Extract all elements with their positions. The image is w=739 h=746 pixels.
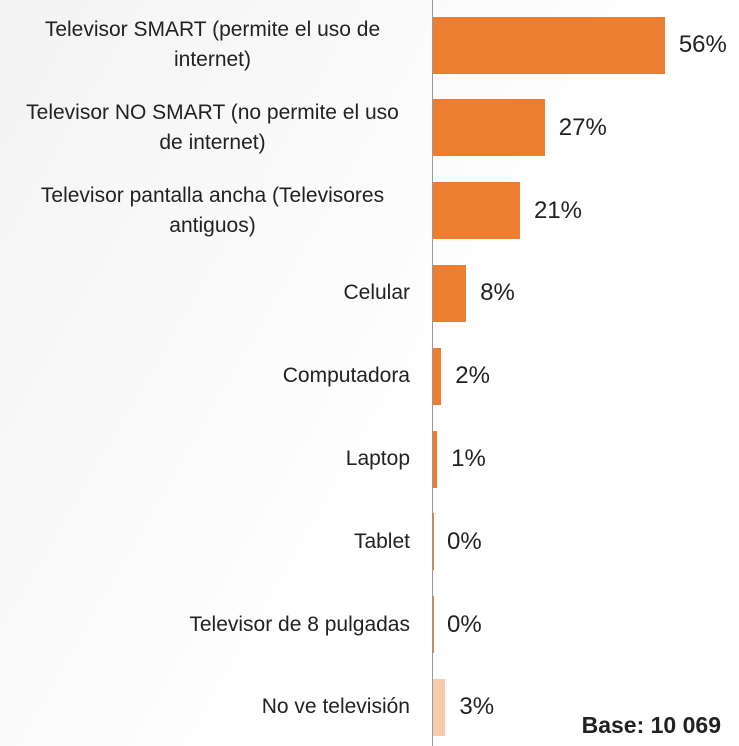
category-text: No ve televisión: [261, 695, 410, 719]
bar: [433, 99, 545, 157]
bar: [433, 264, 467, 322]
category-label: Televisor SMART (permite el uso de inter…: [10, 15, 410, 75]
category-text: Televisor pantalla ancha (Televisores an…: [40, 183, 385, 237]
category-label: Celular: [10, 278, 410, 308]
bar: [433, 430, 438, 488]
value-label: 27%: [558, 113, 607, 141]
bar: [433, 347, 442, 405]
value-label: 8%: [480, 279, 515, 307]
bar: [433, 182, 520, 240]
category-text: Computadora: [282, 364, 410, 388]
category-label: Televisor pantalla ancha (Televisores an…: [10, 181, 410, 241]
bar: [433, 596, 434, 654]
value-label: 3%: [459, 693, 495, 721]
category-text: Tablet: [353, 529, 410, 553]
bar: [433, 16, 665, 74]
value-label: 0%: [447, 527, 482, 555]
category-text: Televisor SMART (permite el uso de inter…: [44, 18, 381, 71]
category-text: Televisor de 8 pulgadas: [189, 612, 410, 636]
value-label: 21%: [533, 196, 582, 224]
category-label: Laptop: [10, 444, 410, 474]
axis-line: [432, 0, 433, 746]
value-label: 0%: [447, 610, 482, 638]
note: Base: 10 069: [581, 712, 721, 738]
category-label: Computadora: [10, 361, 410, 391]
category-text: Televisor NO SMART (no permite el uso de…: [26, 100, 399, 154]
value-label: 56%: [678, 31, 727, 58]
bar: [433, 678, 446, 736]
bar: [433, 513, 434, 571]
category-text: Laptop: [345, 447, 410, 470]
category-label: Tablet: [10, 527, 410, 557]
category-label: Televisor de 8 pulgadas: [10, 610, 410, 640]
value-label: 2%: [455, 362, 490, 390]
category-label: Televisor NO SMART (no permite el uso de…: [10, 98, 410, 158]
category-text: Celular: [343, 281, 410, 305]
value-label: 1%: [451, 445, 486, 472]
category-label: No ve televisión: [10, 692, 410, 722]
